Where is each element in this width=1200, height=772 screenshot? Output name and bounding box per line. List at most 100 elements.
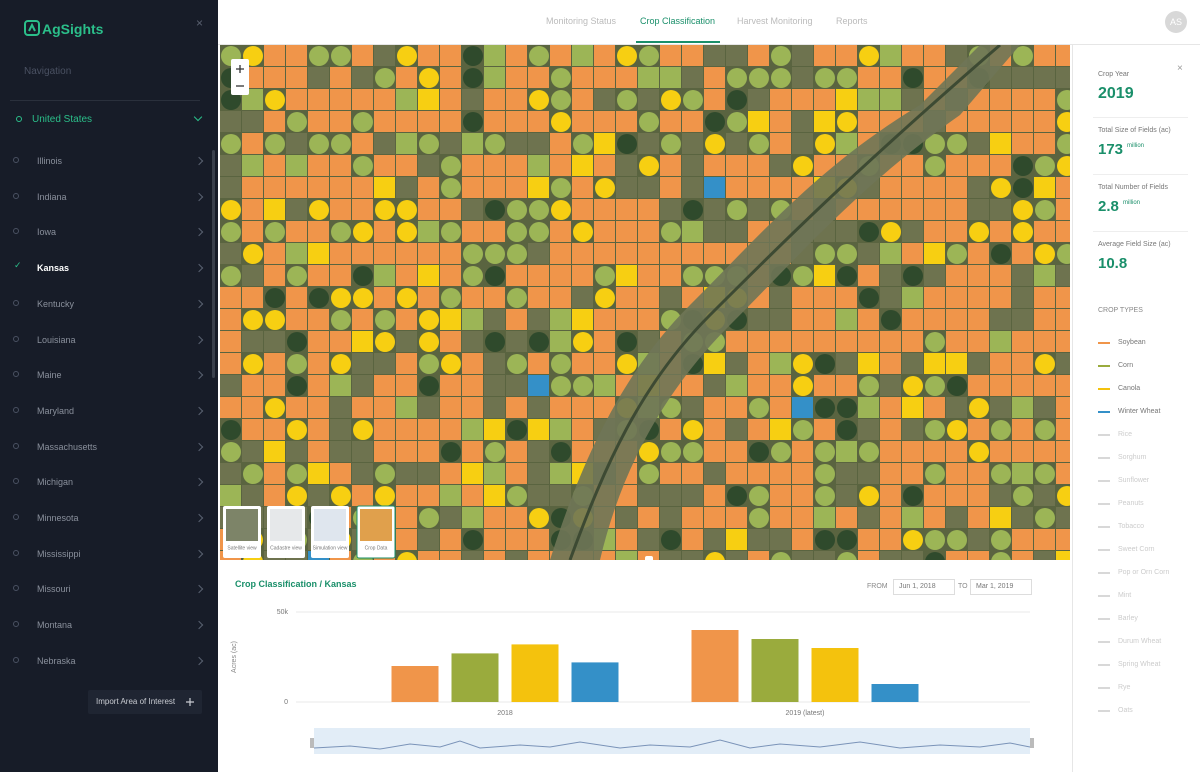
state-radio[interactable] bbox=[13, 299, 19, 306]
state-radio[interactable] bbox=[13, 621, 19, 628]
chevron[interactable] bbox=[194, 620, 204, 630]
field bbox=[771, 552, 791, 560]
crop-year[interactable]: 2019 bbox=[1098, 85, 1134, 102]
import-button[interactable]: Import Area of Interest bbox=[88, 690, 202, 714]
chevron[interactable] bbox=[194, 585, 204, 594]
timeline-handle[interactable] bbox=[310, 738, 314, 748]
country[interactable]: United States bbox=[32, 114, 93, 125]
close-icon[interactable]: × bbox=[1177, 63, 1183, 74]
view-thumbnail[interactable] bbox=[360, 509, 392, 541]
crop-name[interactable]: Durum Wheat bbox=[1118, 638, 1162, 645]
crop-name[interactable]: Corn bbox=[1118, 362, 1134, 369]
state-name[interactable]: Kentucky bbox=[37, 298, 75, 309]
state-radio[interactable] bbox=[13, 478, 19, 485]
state-name[interactable]: Massachusetts bbox=[37, 441, 98, 452]
chevron[interactable] bbox=[194, 549, 204, 558]
state-name[interactable]: Illinois bbox=[37, 156, 63, 166]
chevron[interactable] bbox=[194, 335, 204, 344]
chevron[interactable] bbox=[194, 370, 204, 380]
to-date[interactable]: Mar 1, 2019 bbox=[970, 579, 1032, 595]
crop-name[interactable]: Spring Wheat bbox=[1118, 661, 1161, 668]
crop-name[interactable]: Rice bbox=[1118, 431, 1133, 438]
chevron[interactable] bbox=[194, 513, 204, 523]
state-radio[interactable] bbox=[13, 406, 19, 413]
chevron[interactable] bbox=[194, 478, 204, 487]
state-radio[interactable] bbox=[13, 157, 19, 163]
state-radio[interactable] bbox=[13, 656, 19, 663]
crop-name[interactable]: Tobacco bbox=[1118, 523, 1145, 530]
view-label[interactable]: Cadastre view bbox=[270, 545, 302, 551]
state-name[interactable]: Michigan bbox=[37, 477, 74, 488]
field bbox=[814, 331, 835, 352]
crop-name[interactable]: Soybean bbox=[1118, 339, 1146, 346]
state-radio[interactable] bbox=[13, 549, 19, 556]
chevron[interactable] bbox=[194, 228, 204, 237]
chevron[interactable] bbox=[194, 192, 204, 201]
field bbox=[375, 332, 395, 352]
state-name[interactable]: Indiana bbox=[37, 191, 67, 202]
timeline-handle[interactable] bbox=[1030, 738, 1034, 748]
timeline-window[interactable] bbox=[314, 728, 1030, 754]
import-label[interactable]: Import Area of Interest bbox=[96, 697, 176, 706]
crop-name[interactable]: Canola bbox=[1118, 385, 1141, 392]
state-radio[interactable] bbox=[13, 442, 19, 449]
crop-name[interactable]: Barley bbox=[1118, 615, 1138, 622]
state-name[interactable]: Missouri bbox=[37, 584, 71, 595]
view-label[interactable]: Simulation view bbox=[313, 545, 348, 551]
state-radio[interactable] bbox=[13, 371, 19, 378]
state-radio[interactable] bbox=[13, 585, 19, 592]
crop-name[interactable]: Oats bbox=[1118, 707, 1133, 714]
crop-name[interactable]: Peanuts bbox=[1118, 500, 1144, 507]
crop-name[interactable]: Sunflower bbox=[1118, 477, 1150, 484]
state-name[interactable]: Iowa bbox=[37, 227, 57, 238]
view-thumbnail[interactable] bbox=[270, 509, 302, 541]
zoom-in[interactable] bbox=[236, 65, 244, 73]
view-thumbnail[interactable] bbox=[226, 509, 258, 541]
view-label[interactable]: Crop Data bbox=[365, 545, 388, 551]
state-name[interactable]: Mississippi bbox=[37, 548, 81, 559]
field bbox=[836, 375, 857, 396]
chevron[interactable] bbox=[194, 442, 204, 451]
crop-name[interactable]: Sweet Corn bbox=[1118, 546, 1155, 553]
tab[interactable]: Crop Classification bbox=[640, 16, 716, 26]
view-thumbnail[interactable] bbox=[314, 509, 346, 541]
tab[interactable]: Monitoring Status bbox=[546, 16, 617, 26]
field bbox=[726, 45, 747, 66]
crop-name[interactable]: Sorghum bbox=[1118, 454, 1147, 461]
field bbox=[793, 354, 813, 374]
check-icon[interactable]: ✓ bbox=[14, 260, 22, 271]
state-name[interactable]: Kansas bbox=[37, 263, 70, 274]
state-name[interactable]: Maine bbox=[37, 370, 62, 381]
field bbox=[374, 111, 395, 132]
chevron[interactable] bbox=[194, 263, 204, 273]
state-name[interactable]: Louisiana bbox=[37, 334, 76, 345]
field bbox=[704, 243, 725, 264]
state-name[interactable]: Maryland bbox=[37, 405, 75, 416]
from-date[interactable]: Jun 1, 2018 bbox=[893, 579, 955, 595]
tab[interactable]: Reports bbox=[836, 16, 868, 26]
panel-handle[interactable] bbox=[645, 556, 653, 564]
expand-icon[interactable] bbox=[193, 112, 203, 122]
collapse-icon[interactable]: × bbox=[196, 16, 204, 30]
chevron[interactable] bbox=[194, 656, 204, 666]
state-radio[interactable] bbox=[13, 335, 19, 342]
state-name[interactable]: Nebraska bbox=[37, 655, 76, 666]
chevron[interactable] bbox=[194, 299, 204, 309]
view-label[interactable]: Satellite view bbox=[227, 545, 257, 551]
crop-name[interactable]: Mint bbox=[1118, 592, 1132, 599]
state-name[interactable]: Montana bbox=[37, 620, 73, 631]
state-radio[interactable] bbox=[13, 192, 19, 199]
crop-name[interactable]: Rye bbox=[1118, 684, 1131, 691]
field bbox=[946, 551, 967, 560]
country-radio[interactable] bbox=[16, 116, 22, 122]
plus-icon[interactable] bbox=[186, 698, 194, 706]
crop-name[interactable]: Pop or Orn Corn bbox=[1118, 569, 1170, 576]
state-radio[interactable] bbox=[13, 228, 19, 235]
chevron[interactable] bbox=[194, 406, 204, 416]
state-name[interactable]: Minnesota bbox=[37, 513, 79, 523]
chevron[interactable] bbox=[194, 156, 204, 166]
state-radio[interactable] bbox=[13, 514, 19, 520]
tab[interactable]: Harvest Monitoring bbox=[737, 16, 813, 26]
crop-name[interactable]: Winter Wheat bbox=[1118, 408, 1161, 415]
user-avatar[interactable]: AS bbox=[1165, 11, 1187, 33]
